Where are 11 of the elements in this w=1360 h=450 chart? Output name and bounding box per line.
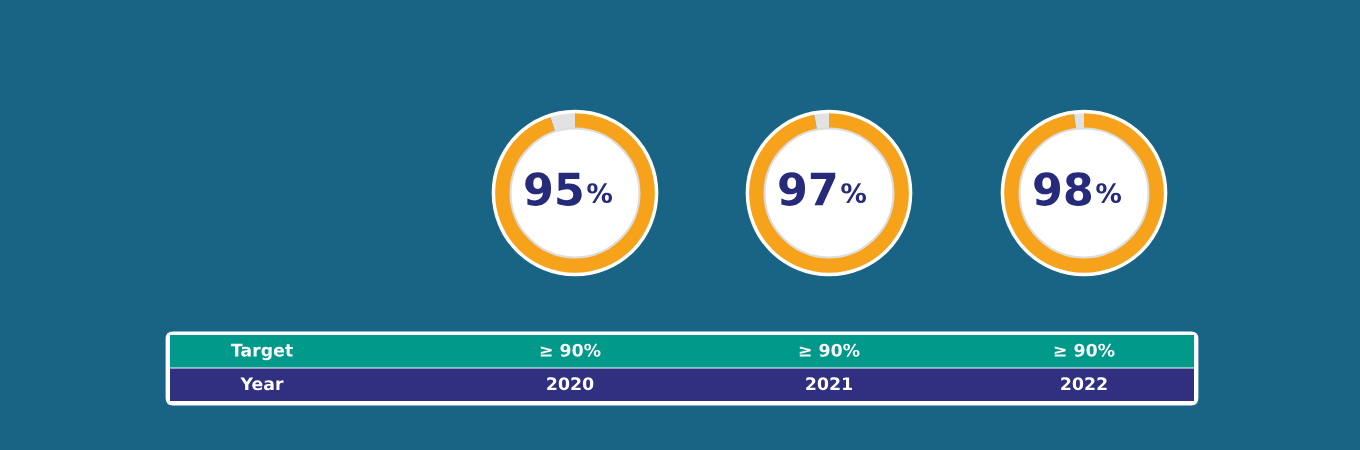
text: Year <box>240 377 284 391</box>
text: Target <box>230 343 293 361</box>
text: ≥ 90% <box>799 343 860 357</box>
text: 2021 <box>806 377 852 391</box>
data-label: 95% <box>525 172 613 206</box>
text: 2020 <box>547 377 594 391</box>
text: ≥ 90% <box>540 343 601 357</box>
text: 2022 <box>1061 377 1107 391</box>
data-label: 98% <box>1034 172 1122 206</box>
data-label: 97% <box>779 172 867 206</box>
text: ≥ 90% <box>1054 343 1115 357</box>
